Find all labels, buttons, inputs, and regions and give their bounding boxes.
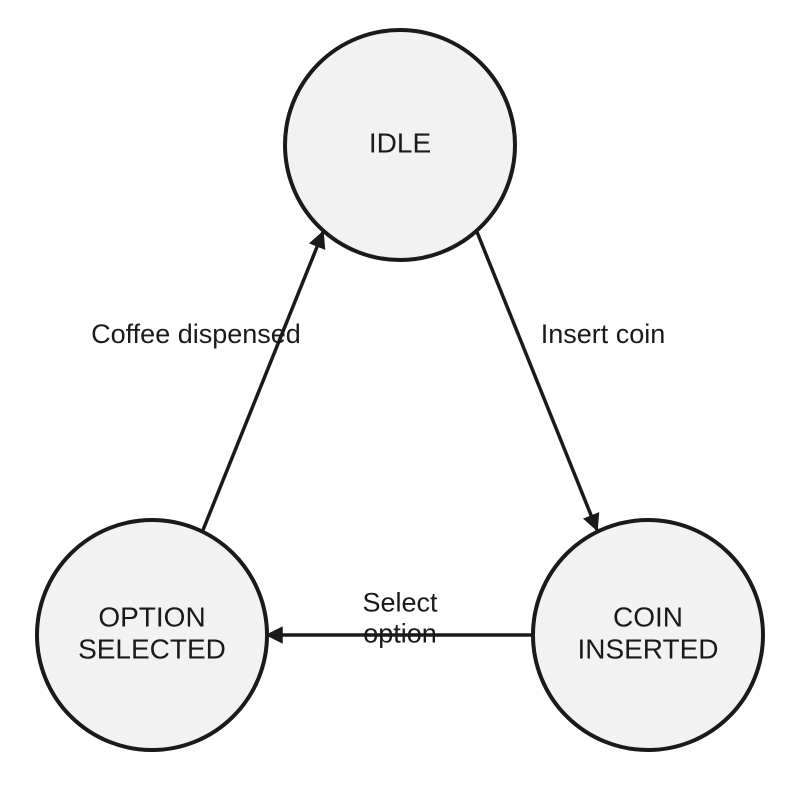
state-label-coin_inserted: COIN [613, 601, 683, 632]
edge-label-option_selected-to-idle: Coffee dispensed [91, 319, 301, 349]
state-label-coin_inserted: INSERTED [577, 633, 718, 664]
edge-label-coin_inserted-to-option_selected: option [363, 619, 437, 649]
edge-label-idle-to-coin_inserted: Insert coin [541, 319, 666, 349]
state-diagram: Insert coin Selectoption Coffee dispensed I… [0, 0, 800, 805]
state-label-option_selected: SELECTED [78, 633, 226, 664]
state-label-option_selected: OPTION [98, 601, 205, 632]
edge-label-coin_inserted-to-option_selected: Select [362, 588, 438, 618]
state-label-idle: IDLE [369, 127, 431, 158]
edge-idle-to-coin_inserted [477, 232, 597, 530]
edge-option_selected-to-idle [203, 232, 323, 530]
